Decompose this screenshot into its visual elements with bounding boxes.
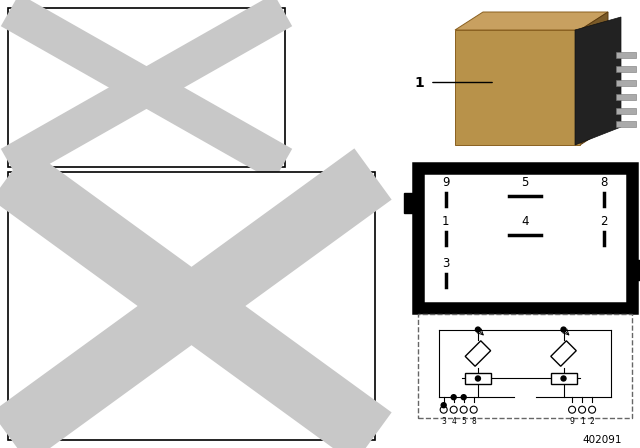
Polygon shape bbox=[575, 17, 621, 145]
Bar bbox=[616, 108, 636, 113]
Bar bbox=[404, 193, 418, 213]
Bar bbox=[418, 314, 632, 418]
Polygon shape bbox=[1, 0, 292, 181]
Text: 2: 2 bbox=[600, 215, 608, 228]
Text: 3: 3 bbox=[442, 257, 449, 270]
Text: 4: 4 bbox=[521, 215, 529, 228]
Text: 4: 4 bbox=[451, 417, 456, 426]
Circle shape bbox=[441, 403, 446, 408]
Bar bbox=[616, 52, 636, 58]
Circle shape bbox=[476, 327, 481, 332]
Bar bbox=[465, 373, 491, 384]
Polygon shape bbox=[551, 341, 576, 366]
Polygon shape bbox=[465, 341, 491, 366]
Bar bbox=[8, 172, 375, 440]
Text: 5: 5 bbox=[522, 176, 529, 189]
Text: 8: 8 bbox=[600, 176, 608, 189]
Text: 402091: 402091 bbox=[582, 435, 622, 445]
Text: 9: 9 bbox=[570, 417, 575, 426]
Circle shape bbox=[561, 376, 566, 381]
Text: 1: 1 bbox=[580, 417, 584, 426]
Bar bbox=[632, 260, 640, 280]
Circle shape bbox=[461, 395, 466, 400]
Text: 1: 1 bbox=[414, 76, 424, 90]
Polygon shape bbox=[0, 148, 392, 448]
Text: 5: 5 bbox=[461, 417, 466, 426]
Text: 1: 1 bbox=[442, 215, 449, 228]
Bar bbox=[616, 121, 636, 127]
Bar bbox=[616, 80, 636, 86]
Polygon shape bbox=[455, 12, 608, 30]
Bar bbox=[418, 168, 632, 308]
Circle shape bbox=[451, 395, 456, 400]
Circle shape bbox=[476, 376, 481, 381]
Circle shape bbox=[561, 327, 566, 332]
Polygon shape bbox=[1, 0, 292, 181]
Bar bbox=[8, 8, 285, 167]
Text: 2: 2 bbox=[589, 417, 595, 426]
Polygon shape bbox=[0, 148, 392, 448]
Bar bbox=[616, 66, 636, 72]
Text: 3: 3 bbox=[441, 417, 446, 426]
Polygon shape bbox=[580, 12, 608, 145]
Text: 9: 9 bbox=[442, 176, 449, 189]
Text: 8: 8 bbox=[471, 417, 476, 426]
Bar bbox=[616, 94, 636, 100]
Bar bbox=[455, 30, 580, 145]
Bar bbox=[550, 373, 577, 384]
